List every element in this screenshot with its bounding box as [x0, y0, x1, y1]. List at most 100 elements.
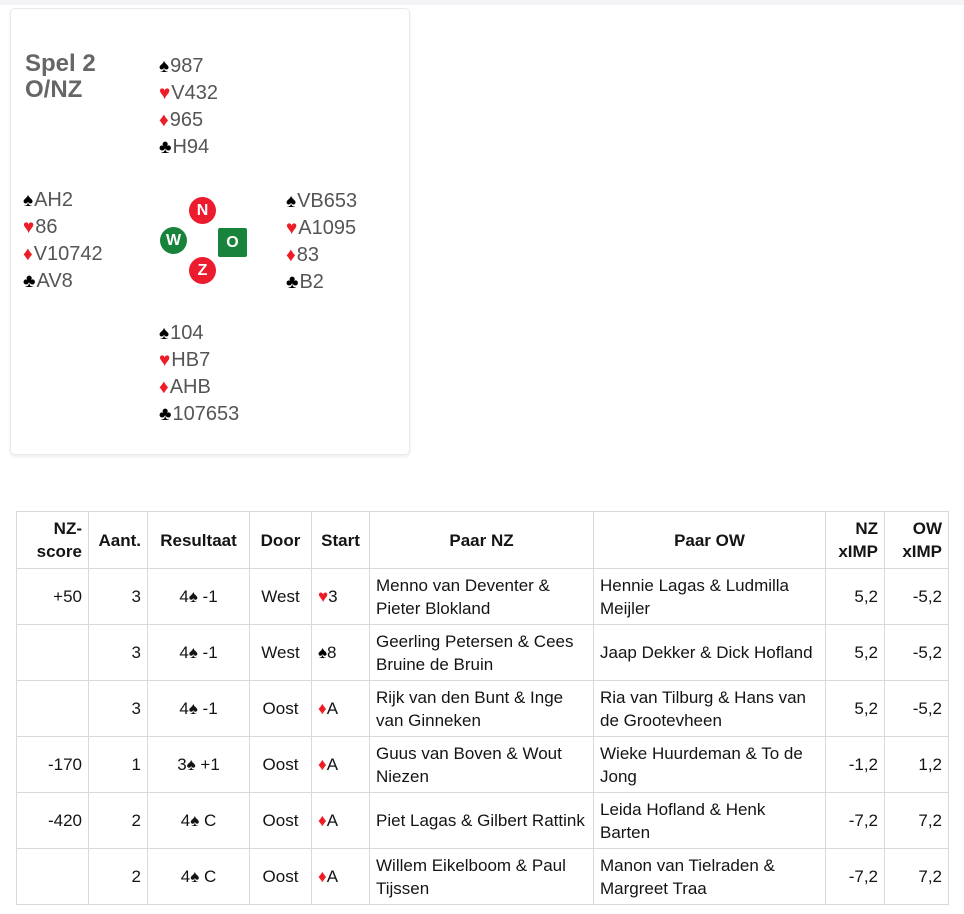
hand-cards: B2 — [299, 271, 324, 293]
club-icon: ♣ — [159, 404, 172, 425]
spade-icon: ♠ — [159, 56, 170, 77]
hand-line: ♥V432 — [159, 80, 218, 107]
club-icon: ♣ — [159, 137, 172, 158]
resultaat-cell: 4♠ -1 — [147, 680, 250, 737]
diamond-icon: ♦ — [318, 811, 327, 830]
hand-line: ♦965 — [159, 107, 218, 134]
hand-east: ♠VB653 ♥A1095 ♦83 ♣B2 — [286, 188, 357, 296]
diamond-icon: ♦ — [159, 110, 169, 131]
spade-icon: ♠ — [286, 191, 297, 212]
hand-north: ♠987 ♥V432 ♦965 ♣H94 — [159, 53, 218, 161]
hand-line: ♣107653 — [159, 401, 239, 428]
hand-line: ♥86 — [23, 214, 103, 241]
compass-south-badge: Z — [189, 257, 216, 284]
header-door: Door — [249, 511, 312, 569]
nz-ximp-cell: 5,2 — [825, 680, 885, 737]
compass-west-badge: W — [160, 227, 187, 254]
spade-icon: ♠ — [159, 323, 170, 344]
spade-icon: ♠ — [23, 190, 34, 211]
result-row: -420 2 4♠ C Oost ♦A Piet Lagas & Gilbert… — [16, 792, 949, 849]
hand-west: ♠AH2 ♥86 ♦V10742 ♣AV8 — [23, 187, 103, 295]
result-row: -170 1 3♠ +1 Oost ♦A Guus van Boven & Wo… — [16, 736, 949, 793]
diamond-icon: ♦ — [318, 755, 327, 774]
ow-ximp-cell: -5,2 — [884, 624, 949, 681]
door-cell: Oost — [249, 680, 312, 737]
paar-ow-cell: Wieke Huurdeman & To de Jong — [593, 736, 826, 793]
ow-ximp-cell: 1,2 — [884, 736, 949, 793]
nz-ximp-cell: -1,2 — [825, 736, 885, 793]
header-nz-ximp: NZ xIMP — [825, 511, 885, 569]
hand-cards: 83 — [296, 244, 319, 266]
ow-ximp-cell: -5,2 — [884, 568, 949, 625]
ow-ximp-cell: 7,2 — [884, 848, 949, 905]
results-table: NZ-score Aant. Resultaat Door Start Paar… — [16, 511, 949, 905]
spade-icon: ♠ — [318, 643, 328, 662]
hand-line: ♥HB7 — [159, 347, 239, 374]
hand-line: ♦AHB — [159, 374, 239, 401]
nz-score-cell: -420 — [16, 792, 89, 849]
diamond-icon: ♦ — [318, 867, 327, 886]
start-cell: ♦A — [311, 792, 370, 849]
aant-cell: 3 — [88, 624, 148, 681]
door-cell: West — [249, 624, 312, 681]
resultaat-cell: 4♠ -1 — [147, 568, 250, 625]
club-icon: ♣ — [286, 272, 299, 293]
results-header-row: NZ-score Aant. Resultaat Door Start Paar… — [16, 511, 949, 569]
page-top-strip — [0, 0, 964, 5]
hand-cards: A1095 — [298, 217, 357, 239]
aant-cell: 3 — [88, 568, 148, 625]
hand-cards: V10742 — [33, 243, 103, 265]
resultaat-cell: 4♠ -1 — [147, 624, 250, 681]
resultaat-cell: 3♠ +1 — [147, 736, 250, 793]
header-ow-ximp: OW xIMP — [884, 511, 949, 569]
aant-cell: 1 — [88, 736, 148, 793]
door-cell: West — [249, 568, 312, 625]
hand-line: ♣B2 — [286, 269, 357, 296]
paar-nz-cell: Willem Eikelboom & Paul Tijssen — [369, 848, 594, 905]
aant-cell: 2 — [88, 792, 148, 849]
nz-score-cell: +50 — [16, 568, 89, 625]
hand-line: ♦V10742 — [23, 241, 103, 268]
club-icon: ♣ — [23, 271, 36, 292]
hand-south: ♠104 ♥HB7 ♦AHB ♣107653 — [159, 320, 239, 428]
diamond-icon: ♦ — [286, 245, 296, 266]
hand-line: ♥A1095 — [286, 215, 357, 242]
nz-score-cell: -170 — [16, 736, 89, 793]
heart-icon: ♥ — [23, 217, 35, 238]
result-row: 2 4♠ C Oost ♦A Willem Eikelboom & Paul T… — [16, 848, 949, 905]
compass-east-dealer-badge: O — [218, 228, 247, 257]
paar-nz-cell: Geerling Petersen & Cees Bruine de Bruin — [369, 624, 594, 681]
door-cell: Oost — [249, 848, 312, 905]
hand-line: ♦83 — [286, 242, 357, 269]
paar-ow-cell: Leida Hofland & Henk Barten — [593, 792, 826, 849]
hand-line: ♠VB653 — [286, 188, 357, 215]
start-cell: ♠8 — [311, 624, 370, 681]
door-cell: Oost — [249, 736, 312, 793]
result-row: 3 4♠ -1 West ♠8 Geerling Petersen & Cees… — [16, 624, 949, 681]
paar-ow-cell: Manon van Tielraden & Margreet Traa — [593, 848, 826, 905]
paar-ow-cell: Hennie Lagas & Ludmilla Meijler — [593, 568, 826, 625]
start-cell: ♦A — [311, 848, 370, 905]
ow-ximp-cell: 7,2 — [884, 792, 949, 849]
hand-cards: AHB — [169, 376, 211, 398]
nz-ximp-cell: 5,2 — [825, 624, 885, 681]
door-cell: Oost — [249, 792, 312, 849]
header-paar-ow: Paar OW — [593, 511, 826, 569]
nz-ximp-cell: -7,2 — [825, 848, 885, 905]
nz-ximp-cell: 5,2 — [825, 568, 885, 625]
header-resultaat: Resultaat — [147, 511, 250, 569]
hand-line: ♣AV8 — [23, 268, 103, 295]
paar-nz-cell: Rijk van den Bunt & Inge van Ginneken — [369, 680, 594, 737]
board-card: Spel 2 O/NZ ♠987 ♥V432 ♦965 ♣H94 ♠AH2 ♥8… — [10, 8, 410, 455]
hand-line: ♠104 — [159, 320, 239, 347]
aant-cell: 3 — [88, 680, 148, 737]
hand-cards: HB7 — [171, 349, 211, 371]
hand-cards: 965 — [169, 109, 204, 131]
result-row: +50 3 4♠ -1 West ♥3 Menno van Deventer &… — [16, 568, 949, 625]
hand-cards: 86 — [35, 216, 58, 238]
result-row: 3 4♠ -1 Oost ♦A Rijk van den Bunt & Inge… — [16, 680, 949, 737]
heart-icon: ♥ — [159, 83, 171, 104]
heart-icon: ♥ — [286, 218, 298, 239]
hand-line: ♠AH2 — [23, 187, 103, 214]
hand-cards: VB653 — [297, 190, 358, 212]
